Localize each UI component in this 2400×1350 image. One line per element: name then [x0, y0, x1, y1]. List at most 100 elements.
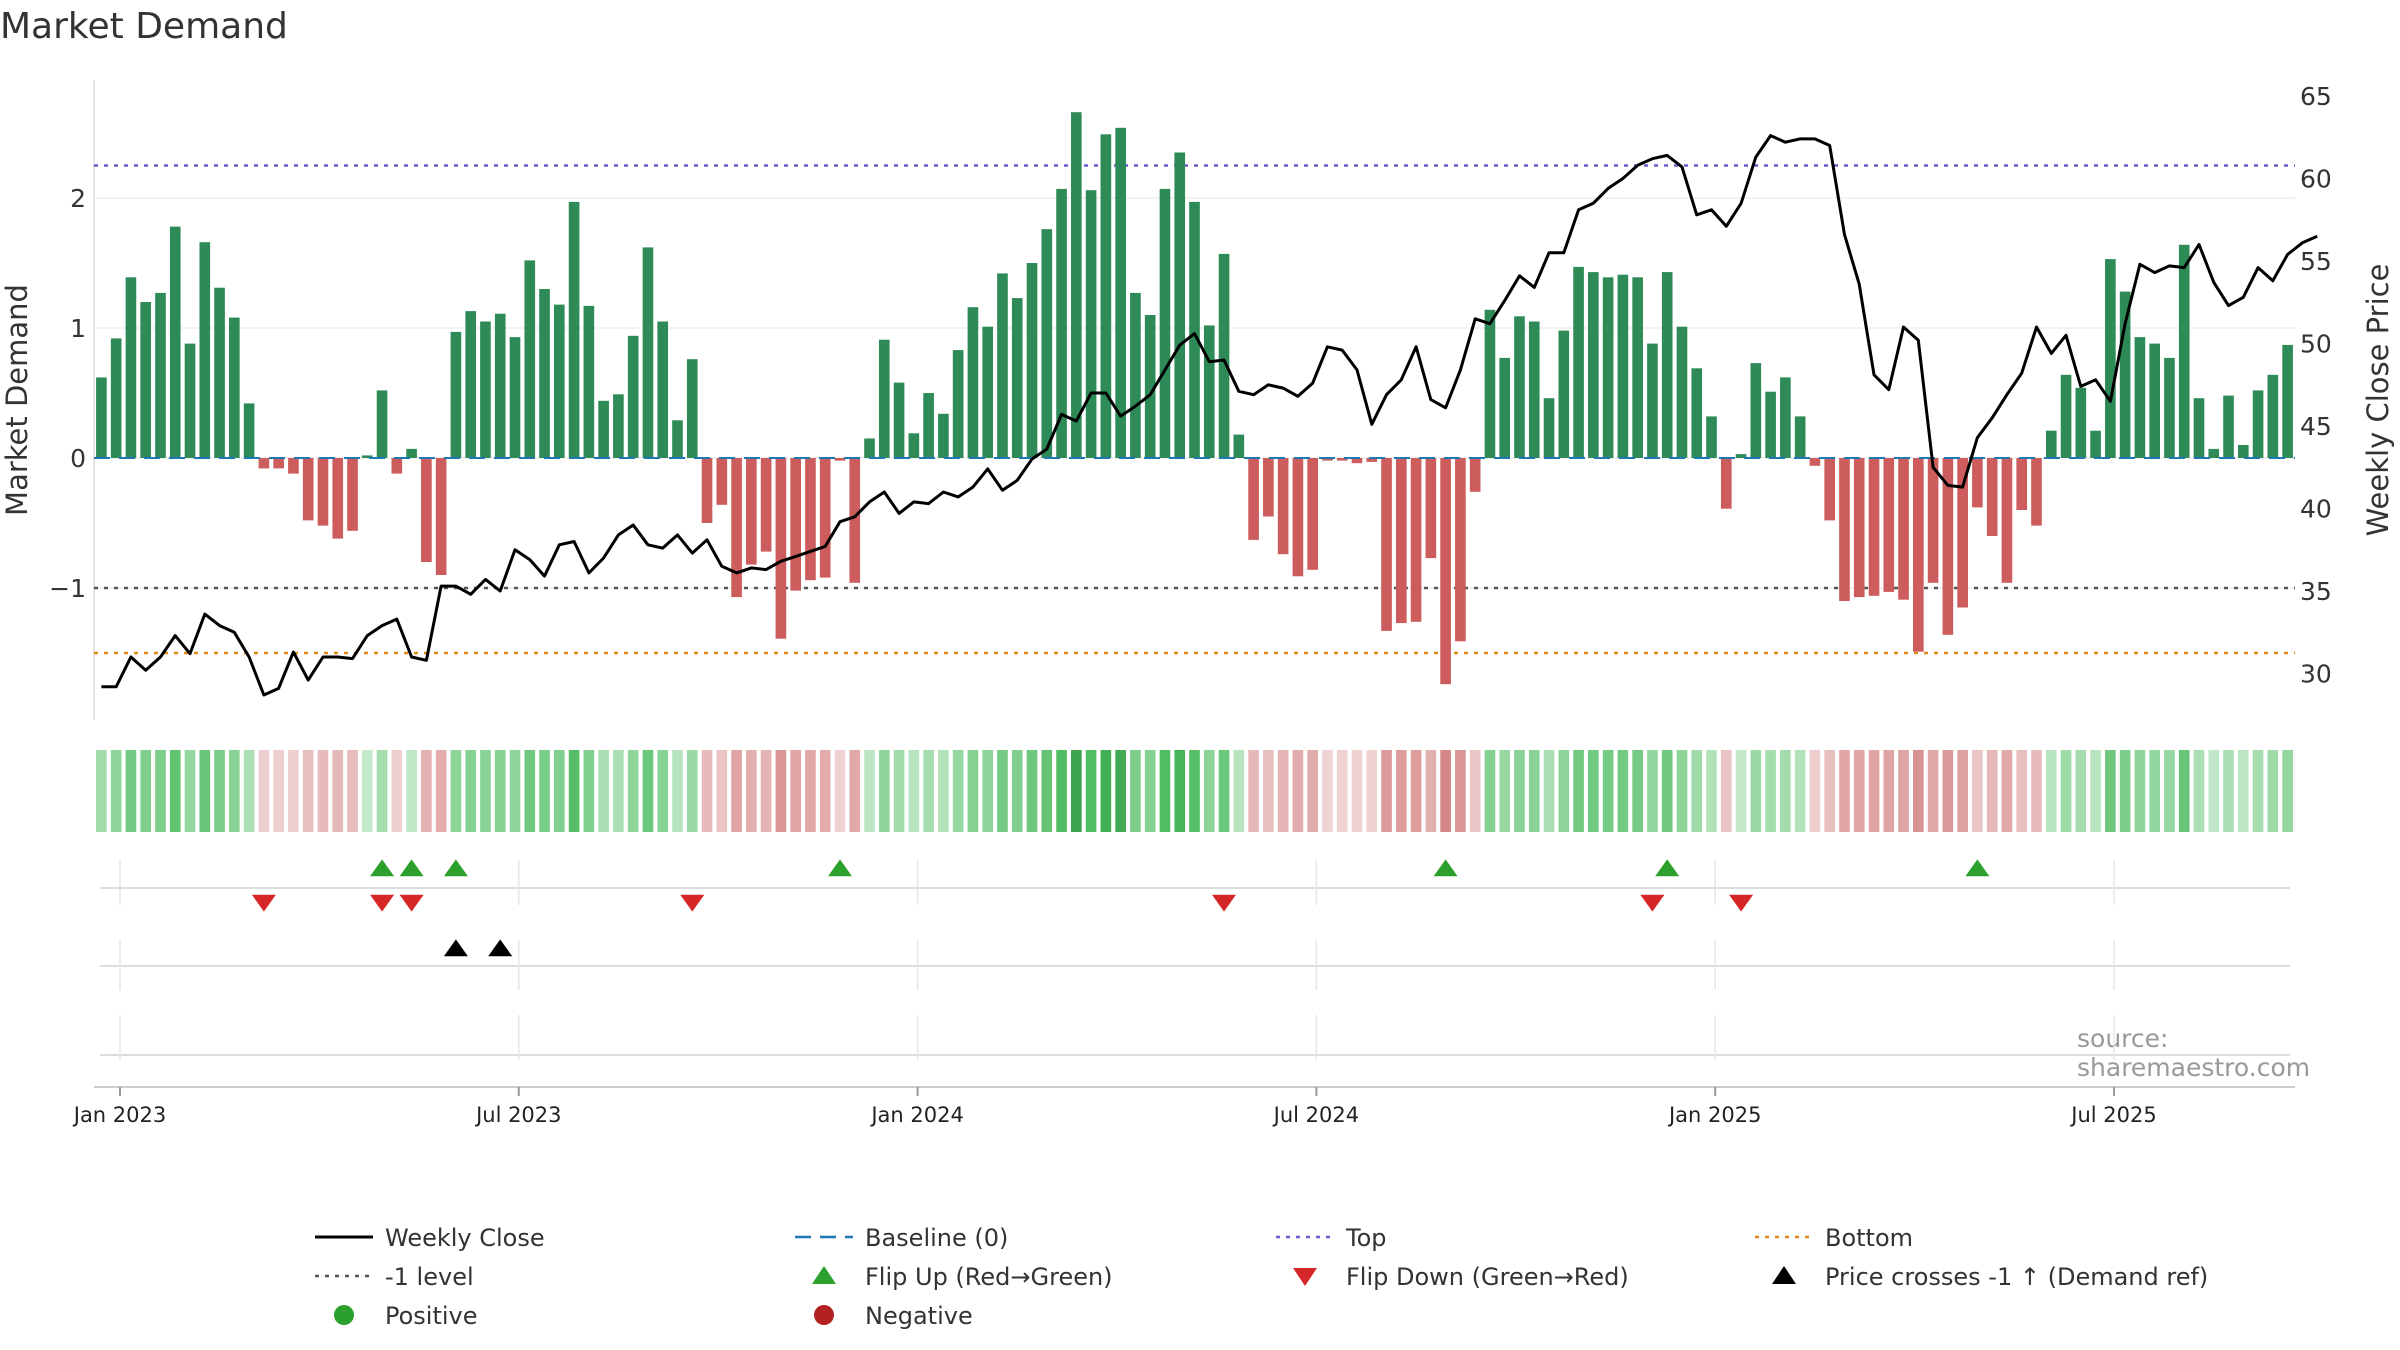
reference-lines	[94, 164, 2295, 655]
left-tick-label: −1	[49, 574, 86, 603]
demand-bar	[1986, 458, 1998, 536]
demand-bar	[229, 317, 240, 458]
demand-bar	[2252, 390, 2264, 458]
heat-strip-cell	[539, 750, 550, 832]
heat-strip-cell	[155, 750, 166, 832]
heat-strip-cell	[1543, 750, 1555, 832]
heat-strip-cell	[2060, 750, 2072, 832]
demand-bar	[1706, 416, 1717, 458]
demand-bar	[775, 458, 787, 639]
legend-label: Positive	[385, 1302, 478, 1330]
demand-bar	[790, 458, 801, 591]
demand-bar	[598, 400, 609, 458]
demand-bar	[2134, 337, 2146, 458]
heat-strip-cell	[2282, 750, 2293, 832]
weekly-close-line	[101, 134, 2318, 697]
heat-strip-cell	[1824, 750, 1836, 832]
heat-strip-cell	[465, 750, 476, 832]
demand-bar	[2193, 398, 2205, 458]
demand-bar	[701, 458, 713, 523]
heat-strip-cell	[1735, 750, 1747, 832]
heat-strip-cell	[435, 750, 447, 832]
legend-swatch	[1293, 1268, 1317, 1286]
demand-bar	[1558, 330, 1570, 458]
heat-strip-cell	[1248, 750, 1259, 832]
heat-strip-cell	[406, 750, 417, 832]
right-tick-label: 40	[2300, 495, 2332, 524]
right-tick-label: 30	[2300, 660, 2332, 689]
demand-bar	[834, 458, 846, 461]
heat-strip-cell	[923, 750, 934, 832]
demand-bar	[140, 302, 152, 458]
heat-strip-cell	[1469, 750, 1481, 832]
heat-strip-cell	[1839, 750, 1850, 832]
heat-strip-cell	[1706, 750, 1717, 832]
left-tick-label: 1	[70, 314, 86, 343]
heat-strip-cell	[2149, 750, 2160, 832]
legend-label: Weekly Close	[385, 1224, 545, 1252]
demand-bar	[1573, 266, 1584, 458]
heat-strip-cell	[1913, 750, 1924, 832]
heat-strip-cell	[1957, 750, 1968, 832]
heat-strip-cell	[834, 750, 846, 832]
heat-strip-cell	[1322, 750, 1333, 832]
heat-strip-cell	[819, 750, 831, 832]
flip-down-marker	[251, 894, 276, 912]
demand-bar	[1972, 458, 1983, 508]
demand-bar	[952, 350, 964, 458]
demand-bar	[1233, 434, 1245, 458]
demand-bar	[169, 226, 181, 458]
demand-bar	[760, 458, 772, 552]
demand-bar	[110, 338, 122, 458]
heat-strip-cell	[952, 750, 964, 832]
heat-strip-cell	[2178, 750, 2190, 832]
heat-strip-cell	[1144, 750, 1156, 832]
heat-strip-cell	[169, 750, 181, 832]
heat-strip-cell	[273, 750, 284, 832]
demand-bar	[553, 304, 565, 458]
demand-bar	[480, 321, 491, 458]
heat-strip-cell	[2237, 750, 2249, 832]
demand-bar	[1632, 277, 1643, 458]
heat-strip-cell	[110, 750, 122, 832]
demand-bar	[1174, 152, 1186, 458]
legend: Weekly Close Baseline (0) Top Bottom -1 leve…	[315, 1224, 2208, 1330]
heat-strip-cell	[1203, 750, 1215, 832]
left-axis-ticks: 2 1 0 −1	[49, 184, 86, 603]
demand-bar	[1100, 134, 1112, 459]
heat-strip-cell	[1130, 750, 1141, 832]
demand-bar	[1853, 458, 1865, 598]
demand-bar	[1410, 458, 1422, 622]
demand-bar	[2119, 291, 2131, 458]
demand-bar	[2164, 357, 2175, 458]
heat-strip-cell	[2119, 750, 2131, 832]
heat-strip-cell	[1514, 750, 1525, 832]
heat-strip-cell	[701, 750, 713, 832]
heat-strip-cell	[908, 750, 920, 832]
demand-bar	[450, 331, 462, 458]
demand-bar	[2090, 430, 2101, 458]
demand-bar	[1676, 326, 1688, 458]
flip-up-marker	[1655, 859, 1680, 877]
heat-strip-cell	[1410, 750, 1422, 832]
heat-strip-cell	[125, 750, 137, 832]
demand-bar	[908, 433, 920, 458]
heat-strip-cell	[2016, 750, 2028, 832]
demand-bar	[1381, 458, 1392, 631]
demand-bar	[406, 448, 417, 458]
heat-strip-cell	[2252, 750, 2264, 832]
left-tick-label: 2	[70, 184, 86, 213]
heat-strip-cell	[2267, 750, 2279, 832]
flip-up-marker	[370, 859, 395, 877]
heat-strip-cell	[509, 750, 521, 832]
heat-strip-cell	[1233, 750, 1245, 832]
demand-bar	[1499, 357, 1511, 458]
heat-strip-cell	[1366, 750, 1378, 832]
heat-strip-cell	[1942, 750, 1954, 832]
heat-strip-cell	[1351, 750, 1363, 832]
demand-bar	[1794, 416, 1806, 458]
demand-bar	[1883, 458, 1895, 592]
demand-bar	[1130, 292, 1141, 458]
heat-strip-cell	[1189, 750, 1200, 832]
heat-strip-cell	[1898, 750, 1909, 832]
